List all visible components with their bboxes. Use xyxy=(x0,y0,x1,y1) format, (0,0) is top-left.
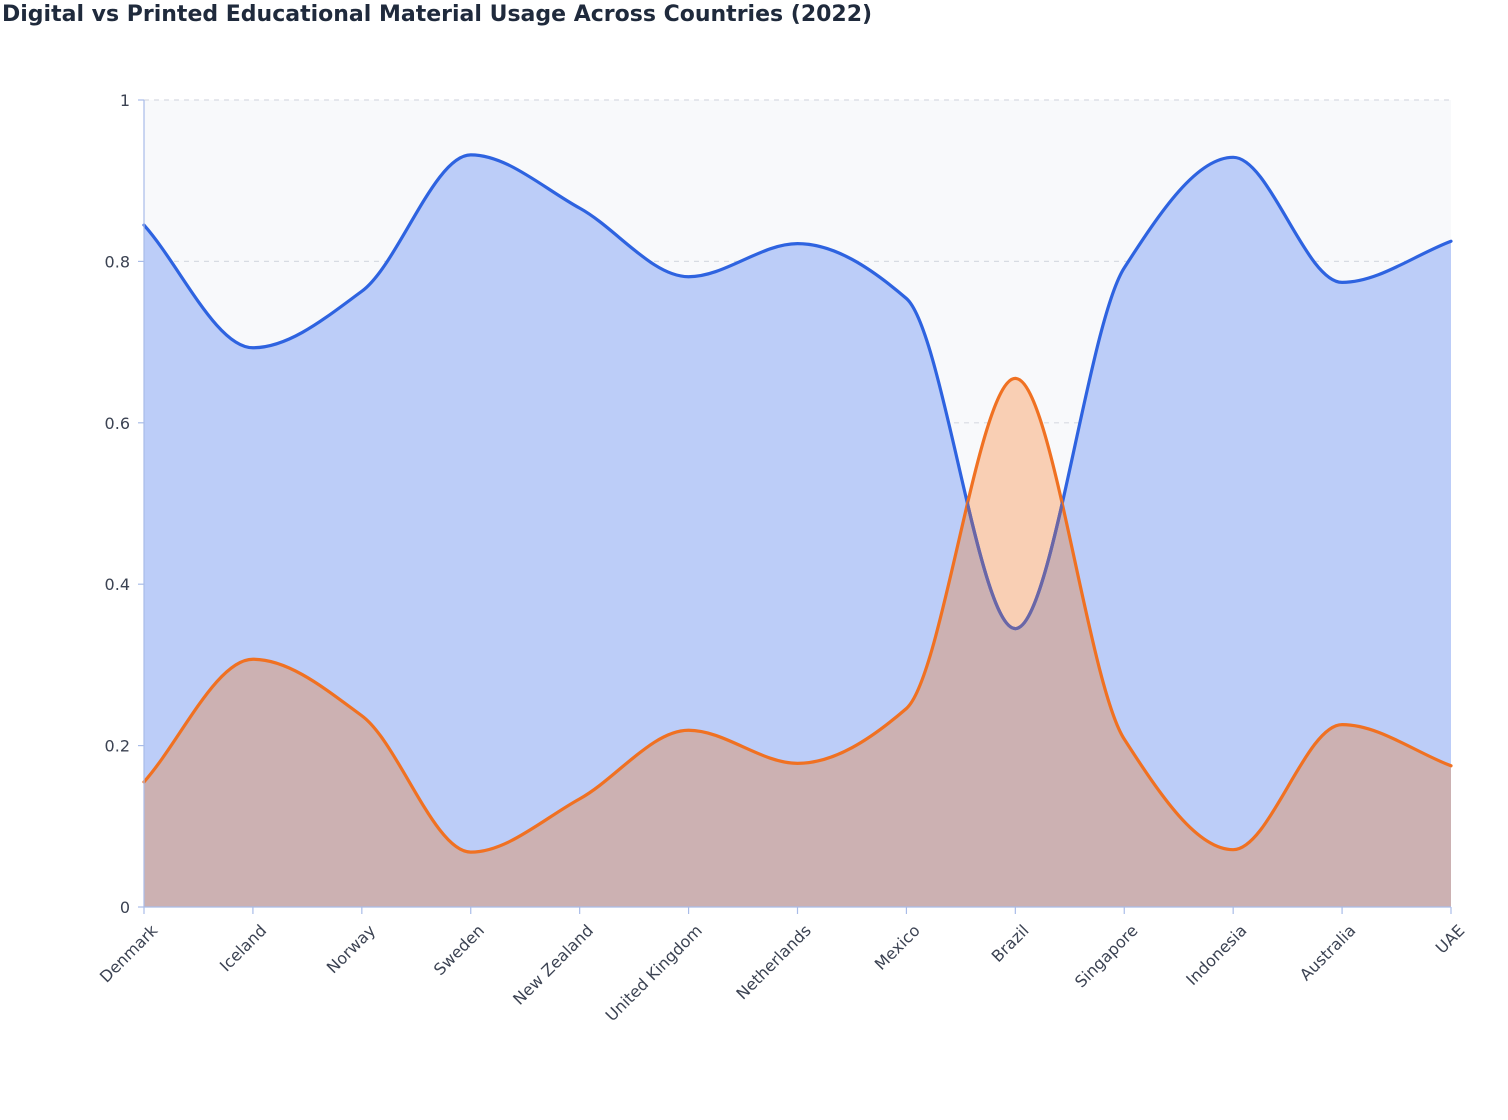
x-tick-label-12: UAE xyxy=(1432,921,1469,958)
x-tick-label-1: Iceland xyxy=(216,921,270,975)
x-tick-label-8: Brazil xyxy=(988,921,1033,966)
area-fills xyxy=(144,154,1451,907)
x-tick-label-3: Sweden xyxy=(430,921,488,979)
chart-title: Digital vs Printed Educational Material … xyxy=(2,2,873,27)
x-tick-label-5: United Kingdom xyxy=(602,921,706,1025)
y-tick-label-0: 0 xyxy=(120,898,130,917)
x-tick-label-11: Australia xyxy=(1296,921,1359,984)
x-axis-ticks: Denmark Iceland Norway Sweden New Zealand Uni… xyxy=(96,907,1468,1025)
y-axis-ticks: 0 0.2 0.4 0.6 0.8 1 xyxy=(105,91,144,917)
overlap-area xyxy=(144,378,1451,907)
x-tick-label-10: Indonesia xyxy=(1182,921,1250,989)
x-tick-label-7: Mexico xyxy=(871,921,924,974)
y-tick-label-2: 0.4 xyxy=(105,575,130,594)
x-tick-label-2: Norway xyxy=(323,921,379,977)
series-0-area xyxy=(144,154,1451,907)
series-0-line xyxy=(142,153,1453,631)
y-tick-label-4: 0.8 xyxy=(105,252,130,271)
y-tick-label-3: 0.6 xyxy=(105,414,130,433)
y-tick-label-1: 0.2 xyxy=(105,737,130,756)
x-tick-label-0: Denmark xyxy=(96,920,162,986)
series-1-line xyxy=(142,376,1453,854)
y-tick-label-5: 1 xyxy=(120,91,130,110)
x-tick-label-4: New Zealand xyxy=(509,921,597,1009)
series-lines xyxy=(142,153,1453,854)
x-tick-label-9: Singapore xyxy=(1071,921,1142,992)
x-tick-label-6: Netherlands xyxy=(732,921,814,1003)
